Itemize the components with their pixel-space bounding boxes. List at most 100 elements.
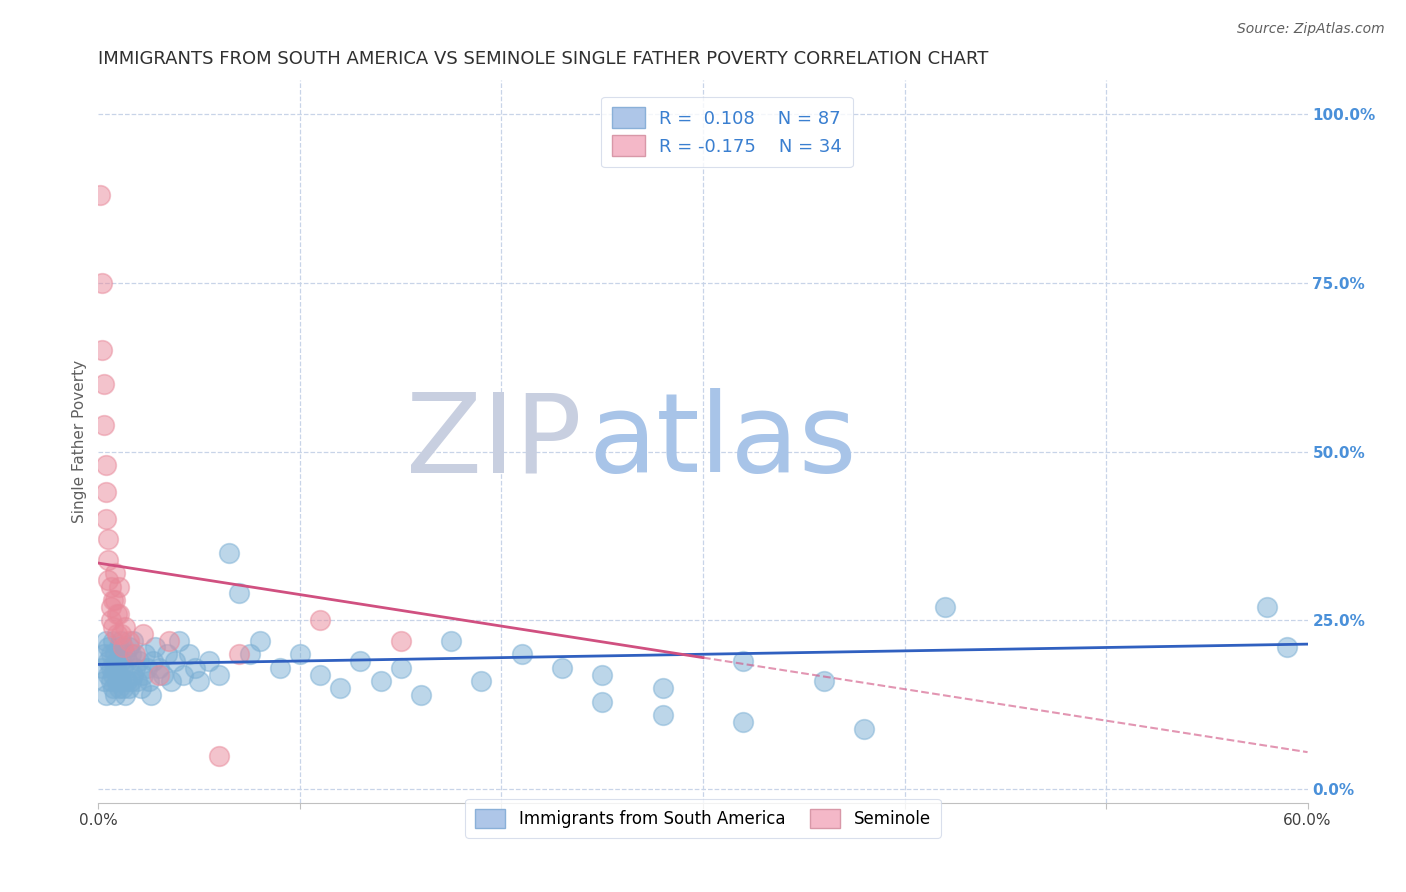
- Point: [114, 647, 136, 661]
- Point: [208, 748, 231, 763]
- Point: [107, 580, 129, 594]
- Point: [93, 377, 115, 392]
- Point: [239, 647, 262, 661]
- Point: [118, 640, 141, 655]
- Point: [551, 661, 574, 675]
- Text: ZIP: ZIP: [406, 388, 582, 495]
- Point: [93, 417, 115, 432]
- Point: [96, 458, 118, 472]
- Point: [96, 485, 118, 500]
- Point: [198, 654, 221, 668]
- Point: [228, 647, 250, 661]
- Point: [118, 633, 141, 648]
- Point: [91, 276, 114, 290]
- Point: [389, 633, 412, 648]
- Point: [97, 552, 120, 566]
- Point: [228, 586, 250, 600]
- Point: [269, 661, 291, 675]
- Point: [733, 654, 755, 668]
- Point: [651, 708, 673, 723]
- Point: [121, 667, 143, 681]
- Point: [110, 654, 132, 668]
- Point: [440, 633, 463, 648]
- Point: [118, 681, 141, 695]
- Point: [218, 546, 240, 560]
- Point: [97, 654, 120, 668]
- Point: [103, 566, 125, 581]
- Point: [157, 633, 180, 648]
- Point: [101, 633, 124, 648]
- Point: [110, 633, 132, 648]
- Point: [188, 674, 211, 689]
- Point: [138, 674, 160, 689]
- Point: [249, 633, 271, 648]
- Point: [651, 681, 673, 695]
- Point: [101, 593, 124, 607]
- Point: [114, 620, 136, 634]
- Point: [107, 681, 129, 695]
- Point: [96, 688, 118, 702]
- Point: [470, 674, 492, 689]
- Point: [91, 661, 114, 675]
- Point: [172, 667, 194, 681]
- Point: [132, 667, 155, 681]
- Point: [96, 512, 118, 526]
- Point: [100, 647, 122, 661]
- Legend: Immigrants from South America, Seminole: Immigrants from South America, Seminole: [465, 798, 941, 838]
- Point: [103, 661, 125, 675]
- Y-axis label: Single Father Poverty: Single Father Poverty: [72, 360, 87, 523]
- Point: [111, 640, 134, 655]
- Point: [97, 573, 120, 587]
- Point: [110, 674, 132, 689]
- Point: [107, 640, 129, 655]
- Point: [179, 647, 201, 661]
- Point: [163, 654, 186, 668]
- Point: [101, 681, 124, 695]
- Point: [105, 654, 128, 668]
- Point: [124, 647, 146, 661]
- Point: [111, 681, 134, 695]
- Point: [103, 688, 125, 702]
- Point: [97, 640, 120, 655]
- Point: [105, 607, 128, 621]
- Text: IMMIGRANTS FROM SOUTH AMERICA VS SEMINOLE SINGLE FATHER POVERTY CORRELATION CHAR: IMMIGRANTS FROM SOUTH AMERICA VS SEMINOL…: [98, 50, 988, 68]
- Point: [152, 667, 174, 681]
- Point: [309, 667, 332, 681]
- Point: [288, 647, 311, 661]
- Point: [114, 688, 136, 702]
- Point: [120, 674, 142, 689]
- Point: [591, 667, 613, 681]
- Point: [121, 633, 143, 648]
- Point: [110, 627, 132, 641]
- Point: [91, 343, 114, 358]
- Point: [156, 647, 179, 661]
- Point: [120, 647, 142, 661]
- Point: [93, 674, 115, 689]
- Point: [107, 607, 129, 621]
- Point: [89, 188, 111, 202]
- Point: [132, 627, 155, 641]
- Point: [105, 674, 128, 689]
- Point: [111, 661, 134, 675]
- Point: [101, 620, 124, 634]
- Point: [148, 667, 170, 681]
- Text: atlas: atlas: [588, 388, 856, 495]
- Point: [100, 580, 122, 594]
- Point: [125, 674, 148, 689]
- Point: [100, 674, 122, 689]
- Point: [329, 681, 352, 695]
- Point: [115, 674, 138, 689]
- Point: [134, 647, 156, 661]
- Point: [93, 647, 115, 661]
- Point: [309, 614, 332, 628]
- Point: [97, 533, 120, 547]
- Point: [97, 667, 120, 681]
- Point: [409, 688, 432, 702]
- Point: [135, 661, 157, 675]
- Point: [389, 661, 412, 675]
- Point: [105, 627, 128, 641]
- Point: [733, 714, 755, 729]
- Point: [184, 661, 207, 675]
- Point: [103, 647, 125, 661]
- Point: [160, 674, 183, 689]
